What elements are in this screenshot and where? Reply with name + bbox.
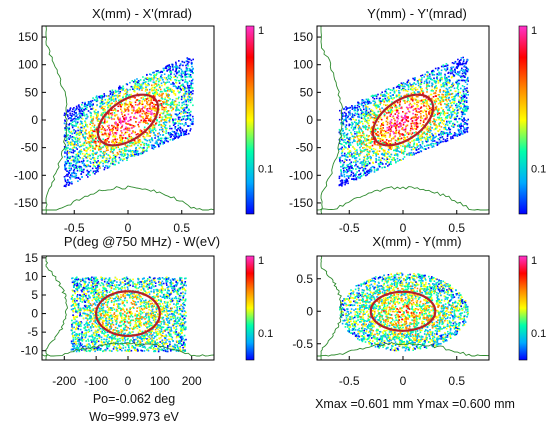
colorbar — [245, 255, 255, 361]
panel-title: Y(mm) - Y'(mrad) — [367, 6, 467, 21]
colorbar-max-label: 1 — [258, 25, 264, 37]
plot-content — [42, 26, 214, 214]
y-tick-label: 5 — [31, 288, 38, 302]
y-tick-label: 0 — [306, 113, 313, 127]
y-tick-label: 150 — [18, 30, 38, 44]
x-tick-label: -0.5 — [339, 374, 360, 388]
y-tick-label: -150 — [14, 196, 38, 210]
x-tick-label: 0 — [125, 221, 132, 235]
particle-cloud — [339, 272, 469, 352]
plot-content — [42, 256, 214, 360]
y-profile-curve — [320, 256, 344, 360]
y-tick-label: 0 — [31, 113, 38, 127]
y-tick-label: 50 — [25, 85, 39, 99]
y-tick-label: -150 — [289, 196, 313, 210]
rms-ellipse — [369, 290, 437, 332]
colorbar-min-label: 0.1 — [258, 164, 273, 176]
y-tick-label: -50 — [21, 141, 39, 155]
profile-curves — [42, 26, 214, 214]
rms-ellipse — [96, 93, 160, 147]
y-tick-label: 15 — [25, 251, 39, 265]
rms-ellipse — [371, 93, 435, 147]
plot-content — [317, 26, 489, 214]
y-tick-label: -100 — [289, 168, 313, 182]
panel-2: Y(mm) - Y'(mrad) 150 100 50 0 -50 -100 -150 -0.5… — [289, 6, 546, 235]
profile-curves — [317, 26, 489, 214]
panel-title: X(mm) - Y(mm) — [372, 234, 461, 249]
y-profile-curve — [320, 26, 343, 214]
panel-1: X(mm) - X'(mrad) 150 100 50 0 -50 -100 -150 -0.5… — [14, 6, 273, 235]
y-tick-label: 0 — [306, 304, 313, 318]
colorbar-max-label: 1 — [531, 255, 537, 267]
x-tick-label: 0 — [400, 221, 407, 235]
colorbar-max-label: 1 — [531, 25, 537, 37]
colorbar — [518, 25, 528, 215]
y-tick-label: 150 — [293, 30, 313, 44]
y-profile-curve — [45, 256, 68, 360]
x-tick-label: 0.5 — [448, 221, 465, 235]
y-tick-label: 0.5 — [296, 272, 313, 286]
x-profile-curve — [42, 342, 214, 357]
colorbar — [245, 25, 255, 215]
panel-title: X(mm) - X'(mrad) — [92, 6, 192, 21]
x-tick-label: -100 — [84, 374, 108, 388]
profile-curves — [317, 256, 489, 360]
y-tick-label: -50 — [296, 141, 314, 155]
x-tick-label: 100 — [150, 374, 170, 388]
particle-cloud — [70, 276, 187, 353]
y-tick-label: 100 — [293, 58, 313, 72]
x-tick-label: 0.5 — [448, 374, 465, 388]
x-tick-label: 200 — [182, 374, 202, 388]
colorbar-min-label: 0.1 — [258, 328, 273, 340]
y-tick-label: 100 — [18, 58, 38, 72]
colorbar-min-label: 0.1 — [531, 328, 546, 340]
profile-curves — [42, 256, 214, 360]
y-tick-label: 0 — [31, 307, 38, 321]
x-profile-curve — [317, 186, 489, 211]
y-tick-label: -10 — [21, 344, 39, 358]
panel-note: Xmax =0.601 mm Ymax =0.600 mm — [315, 397, 515, 411]
x-tick-label: -0.5 — [339, 221, 360, 235]
colorbar-min-label: 0.1 — [531, 164, 546, 176]
y-tick-label: 50 — [300, 85, 314, 99]
y-tick-label: 10 — [25, 269, 39, 283]
y-tick-label: -5 — [27, 325, 38, 339]
panel-note: Wo=999.973 eV — [89, 410, 179, 424]
y-tick-label: -100 — [14, 168, 38, 182]
x-tick-label: -0.5 — [64, 221, 85, 235]
colorbar-max-label: 1 — [258, 255, 264, 267]
colorbar — [518, 255, 528, 361]
rms-ellipse — [94, 290, 161, 338]
x-tick-label: -200 — [52, 374, 76, 388]
x-profile-curve — [317, 341, 489, 357]
panel-4: X(mm) - Y(mm) 0.5 0 -0.5 -0.5 0 0.5 1 0.1 Xmax =0… — [292, 234, 546, 411]
panel-note: Po=-0.062 deg — [93, 392, 175, 406]
x-tick-label: 0 — [400, 374, 407, 388]
x-tick-label: 0.5 — [173, 221, 190, 235]
x-profile-curve — [42, 185, 214, 211]
plot-content — [317, 256, 489, 360]
x-tick-label: 0 — [125, 374, 132, 388]
y-tick-label: -0.5 — [292, 337, 313, 351]
y-profile-curve — [45, 26, 68, 214]
panel-title: P(deg @750 MHz) - W(eV) — [64, 234, 220, 249]
